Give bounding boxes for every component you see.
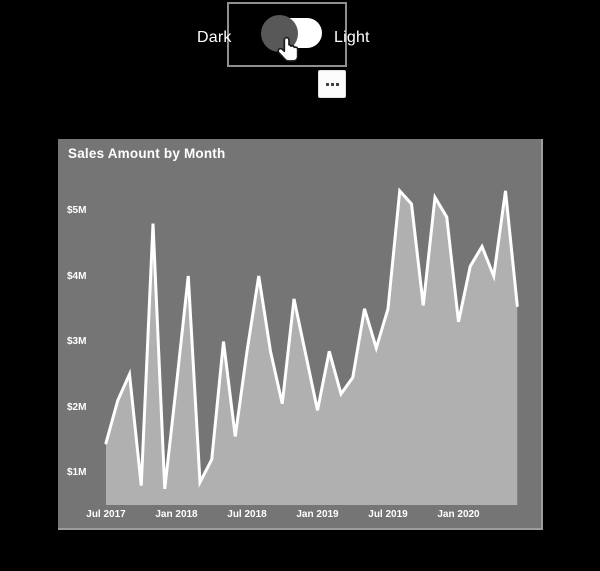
x-axis-label: Jul 2019 [368, 509, 408, 520]
x-axis-label: Jan 2020 [437, 509, 480, 520]
sales-chart-panel: Sales Amount by Month $1M $2M $3M $4M $5M Jul… [58, 139, 543, 530]
theme-toggle-box [227, 2, 347, 67]
y-axis-label: $3M [67, 336, 87, 347]
sales-area-chart[interactable] [58, 139, 543, 530]
x-axis-label: Jul 2018 [227, 509, 267, 520]
y-axis-label: $5M [67, 205, 87, 216]
x-axis-label: Jan 2018 [155, 509, 198, 520]
sales-line [104, 187, 519, 490]
x-axis-label: Jan 2019 [296, 509, 339, 520]
area-fill [106, 190, 518, 505]
y-axis-label: $4M [67, 270, 87, 282]
ellipsis-icon [325, 82, 340, 86]
y-axis-label: $1M [67, 467, 87, 478]
y-axis-label: $2M [67, 401, 87, 413]
dark-mode-label: Dark [197, 29, 232, 46]
more-options-button[interactable] [318, 70, 346, 98]
light-mode-label: Light [334, 29, 370, 46]
theme-toggle-knob[interactable] [261, 15, 298, 52]
chart-title: Sales Amount by Month [68, 146, 226, 161]
x-axis-label: Jul 2017 [86, 509, 126, 520]
